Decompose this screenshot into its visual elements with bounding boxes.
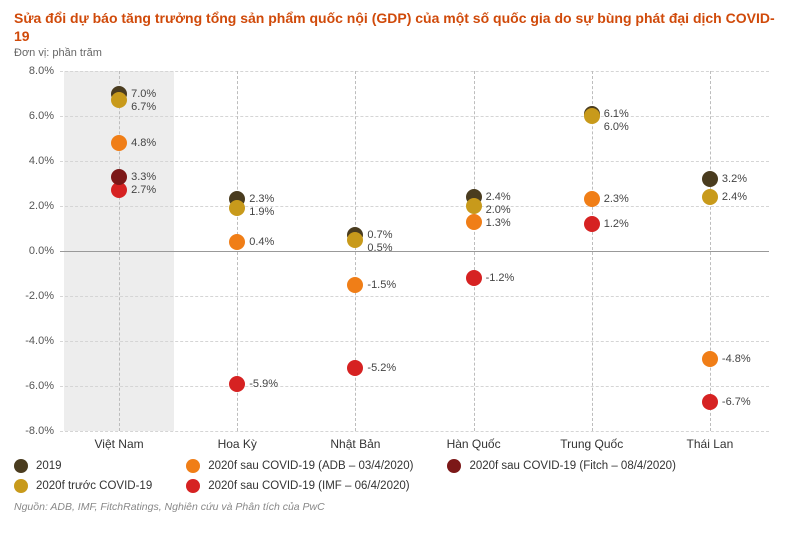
legend-column: 2020f sau COVID-19 (ADB – 03/4/2020) 2020…: [186, 459, 413, 493]
legend: 2019 2020f trước COVID-19 2020f sau COVID-…: [14, 459, 779, 493]
dot-strip-chart: -8.0%-6.0%-4.0%-2.0%0.0%2.0%4.0%6.0%8.0%…: [14, 71, 779, 431]
data-point: [466, 198, 482, 214]
value-label: 1.3%: [486, 217, 511, 229]
y-gridline: [60, 161, 769, 162]
value-label: -5.2%: [367, 362, 396, 374]
data-point: [584, 191, 600, 207]
y-gridline: [60, 431, 769, 432]
chart-subtitle: Đơn vị: phần trăm: [14, 47, 779, 59]
y-tick-label: 0.0%: [29, 245, 54, 257]
value-label: 2.3%: [604, 193, 629, 205]
value-label: 2.4%: [486, 191, 511, 203]
data-point: [229, 234, 245, 250]
y-tick-label: -8.0%: [25, 425, 54, 437]
value-label: 2.3%: [249, 193, 274, 205]
x-category-label: Thái Lan: [687, 437, 734, 451]
value-label: -1.2%: [486, 272, 515, 284]
y-gridline: [60, 296, 769, 297]
y-tick-label: -4.0%: [25, 335, 54, 347]
value-label: -4.8%: [722, 353, 751, 365]
legend-label: 2020f sau COVID-19 (IMF – 06/4/2020): [208, 480, 409, 492]
legend-swatch: [14, 459, 28, 473]
y-tick-label: 2.0%: [29, 200, 54, 212]
y-tick-label: -6.0%: [25, 380, 54, 392]
source-note: Nguồn: ADB, IMF, FitchRatings, Nghiên cứ…: [14, 501, 779, 513]
value-label: 6.0%: [604, 121, 629, 133]
legend-swatch: [186, 459, 200, 473]
value-label: -5.9%: [249, 378, 278, 390]
y-tick-label: 8.0%: [29, 65, 54, 77]
x-category-label: Hoa Kỳ: [218, 437, 257, 451]
category-guideline: [474, 71, 475, 431]
y-gridline: [60, 71, 769, 72]
category-guideline: [592, 71, 593, 431]
data-point: [111, 169, 127, 185]
y-gridline: [60, 251, 769, 252]
value-label: 0.5%: [367, 242, 392, 254]
legend-item: 2019: [14, 459, 152, 473]
y-tick-label: 4.0%: [29, 155, 54, 167]
category-guideline: [119, 71, 120, 431]
y-gridline: [60, 341, 769, 342]
legend-item: 2020f trước COVID-19: [14, 479, 152, 493]
value-label: 2.4%: [722, 191, 747, 203]
data-point: [466, 214, 482, 230]
chart-title: Sửa đổi dự báo tăng trưởng tổng sản phẩm…: [14, 10, 779, 45]
data-point: [229, 376, 245, 392]
legend-swatch: [186, 479, 200, 493]
value-label: 2.0%: [486, 204, 511, 216]
legend-swatch: [14, 479, 28, 493]
data-point: [584, 216, 600, 232]
x-category-label: Nhật Bản: [330, 437, 380, 451]
value-label: 2.7%: [131, 184, 156, 196]
legend-label: 2019: [36, 460, 62, 472]
legend-item: 2020f sau COVID-19 (ADB – 03/4/2020): [186, 459, 413, 473]
legend-swatch: [447, 459, 461, 473]
legend-item: 2020f sau COVID-19 (IMF – 06/4/2020): [186, 479, 413, 493]
value-label: 0.4%: [249, 236, 274, 248]
y-tick-label: -2.0%: [25, 290, 54, 302]
value-label: 4.8%: [131, 137, 156, 149]
data-point: [584, 108, 600, 124]
value-label: 3.3%: [131, 171, 156, 183]
x-category-label: Hàn Quốc: [447, 437, 501, 451]
data-point: [702, 189, 718, 205]
value-label: 7.0%: [131, 88, 156, 100]
data-point: [347, 360, 363, 376]
data-point: [111, 92, 127, 108]
data-point: [229, 200, 245, 216]
category-guideline: [710, 71, 711, 431]
y-gridline: [60, 386, 769, 387]
value-label: 3.2%: [722, 173, 747, 185]
value-label: 1.9%: [249, 206, 274, 218]
value-label: -6.7%: [722, 396, 751, 408]
legend-label: 2020f sau COVID-19 (ADB – 03/4/2020): [208, 460, 413, 472]
chart-container: Sửa đổi dự báo tăng trưởng tổng sản phẩm…: [0, 0, 793, 543]
x-category-label: Trung Quốc: [560, 437, 623, 451]
data-point: [702, 171, 718, 187]
legend-column: 2020f sau COVID-19 (Fitch – 08/4/2020): [447, 459, 675, 493]
y-gridline: [60, 206, 769, 207]
data-point: [111, 135, 127, 151]
y-tick-label: 6.0%: [29, 110, 54, 122]
data-point: [466, 270, 482, 286]
plot-area: -8.0%-6.0%-4.0%-2.0%0.0%2.0%4.0%6.0%8.0%…: [60, 71, 769, 431]
value-label: -1.5%: [367, 279, 396, 291]
legend-column: 2019 2020f trước COVID-19: [14, 459, 152, 493]
legend-label: 2020f sau COVID-19 (Fitch – 08/4/2020): [469, 460, 675, 472]
data-point: [347, 232, 363, 248]
y-gridline: [60, 116, 769, 117]
value-label: 6.7%: [131, 101, 156, 113]
category-guideline: [355, 71, 356, 431]
data-point: [347, 277, 363, 293]
value-label: 6.1%: [604, 108, 629, 120]
x-category-label: Việt Nam: [95, 437, 144, 451]
legend-item: 2020f sau COVID-19 (Fitch – 08/4/2020): [447, 459, 675, 473]
value-label: 1.2%: [604, 218, 629, 230]
data-point: [702, 394, 718, 410]
data-point: [702, 351, 718, 367]
value-label: 0.7%: [367, 229, 392, 241]
legend-label: 2020f trước COVID-19: [36, 480, 152, 492]
